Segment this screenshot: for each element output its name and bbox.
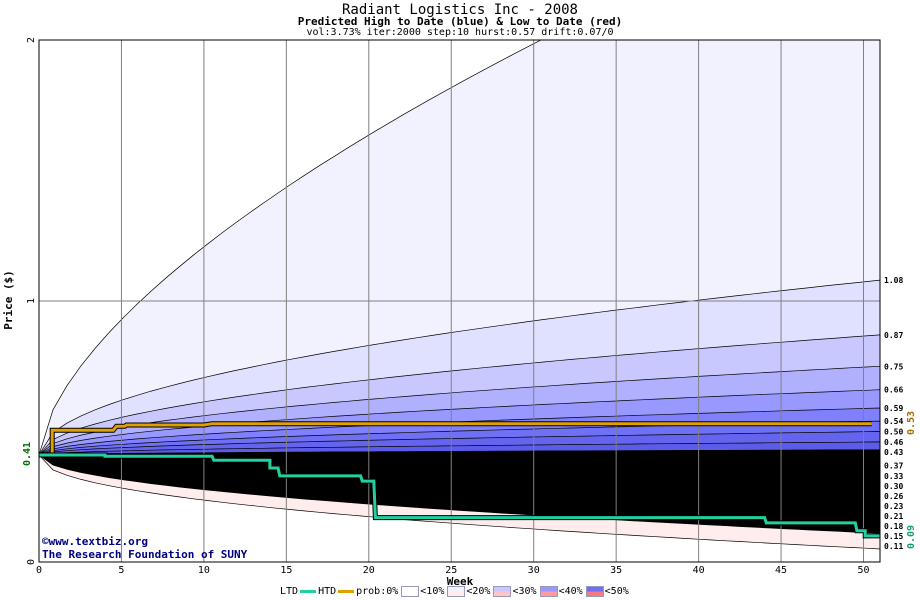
x-tick-label: 0: [36, 565, 42, 576]
x-tick-label: 35: [610, 565, 622, 576]
series-lines: [39, 421, 880, 539]
probability-bands: [39, 40, 880, 550]
high-quantile-label: 0.75: [884, 362, 903, 371]
low-quantile-label: 0.11: [884, 542, 903, 551]
start-price-label: 0.41: [22, 442, 33, 466]
high-quantile-label: 0.54: [884, 417, 903, 426]
legend-swatch-2: [493, 586, 512, 597]
right-labels: 1.08 0.87 0.75 0.66 0.59 0.54 0.500.460.43 0.37…: [884, 276, 903, 551]
htd-line: [39, 422, 872, 457]
high-quantile-label: 0.66: [884, 386, 903, 395]
y-axis-label: Price ($): [2, 270, 15, 330]
high-band-9: [39, 449, 880, 456]
low-quantile-label: 0.37: [884, 461, 903, 470]
legend-ltd-label: LTD: [280, 586, 299, 597]
plot-frame: [38, 39, 881, 563]
htd-end-label: 0.53: [906, 411, 917, 435]
high-quantile-label: 0.50: [884, 428, 903, 437]
low-quantile-label: 0.26: [884, 492, 903, 501]
high-quantile-label: 0.87: [884, 331, 903, 340]
credit-org: The Research Foundation of SUNY: [42, 548, 248, 561]
x-tick-label: 30: [528, 565, 540, 576]
y-tick-label: 2: [26, 37, 37, 43]
axes: 0 5 10 15 20 25 30 35 40 45 50 0 1 2: [26, 37, 881, 576]
x-tick-label: 50: [857, 565, 869, 576]
credit-site-text: www.textbiz.org: [48, 535, 148, 548]
legend-swatch-0: [401, 586, 420, 597]
x-tick-label: 45: [775, 565, 787, 576]
low-quantile-label: 0.21: [884, 512, 903, 521]
legend-prob-label: prob:0%: [356, 586, 399, 597]
y-tick-label: 1: [26, 298, 37, 304]
high-quantile-label: 0.59: [884, 404, 903, 413]
x-tick-label: 5: [118, 565, 124, 576]
chart-params: vol:3.73% iter:2000 step:10 hurst:0.57 d…: [306, 27, 614, 38]
legend-htd-label: HTD: [318, 586, 337, 597]
low-band-9: [39, 454, 880, 534]
x-tick-label: 20: [363, 565, 375, 576]
legend-item-5: <50%: [604, 586, 629, 597]
low-quantile-label: 0.15: [884, 532, 903, 541]
low-quantile-label: 0.33: [884, 472, 903, 481]
x-tick-label: 25: [445, 565, 457, 576]
x-tick-label: 40: [693, 565, 705, 576]
credit-site: ©www.textbiz.org: [42, 535, 148, 548]
legend-htd-swatch: [338, 590, 355, 593]
legend-item-4: <40%: [558, 586, 583, 597]
ltd-end-label: 0.09: [906, 525, 917, 549]
high-quantile-label: 0.43: [884, 448, 903, 457]
legend-item-2: <20%: [466, 586, 491, 597]
high-quantile-label: 1.08: [884, 276, 903, 285]
y-tick-label: 0: [26, 559, 37, 565]
legend: LTD HTD prob:0% <10% <20% <30% <40% <50%: [280, 586, 629, 597]
legend-swatch-3: [539, 586, 558, 597]
x-axis-label: Week: [447, 575, 474, 588]
x-tick-label: 10: [198, 565, 210, 576]
legend-item-3: <30%: [512, 586, 537, 597]
legend-swatch-1: [447, 586, 466, 597]
x-tick-label: 15: [280, 565, 292, 576]
chart-title: Radiant Logistics Inc - 2008: [341, 2, 578, 18]
copyright-icon: ©: [42, 535, 49, 548]
low-quantile-label: 0.30: [884, 482, 903, 491]
legend-swatch-4: [585, 586, 604, 597]
high-quantile-label: 0.46: [884, 438, 903, 447]
low-quantile-label: 0.23: [884, 502, 903, 511]
chart-subtitle: Predicted High to Date (blue) & Low to D…: [297, 15, 623, 28]
legend-item-1: <10%: [420, 586, 445, 597]
low-quantile-label: 0.18: [884, 522, 903, 531]
legend-ltd-swatch: [300, 590, 317, 593]
ltd-line: [39, 453, 880, 538]
